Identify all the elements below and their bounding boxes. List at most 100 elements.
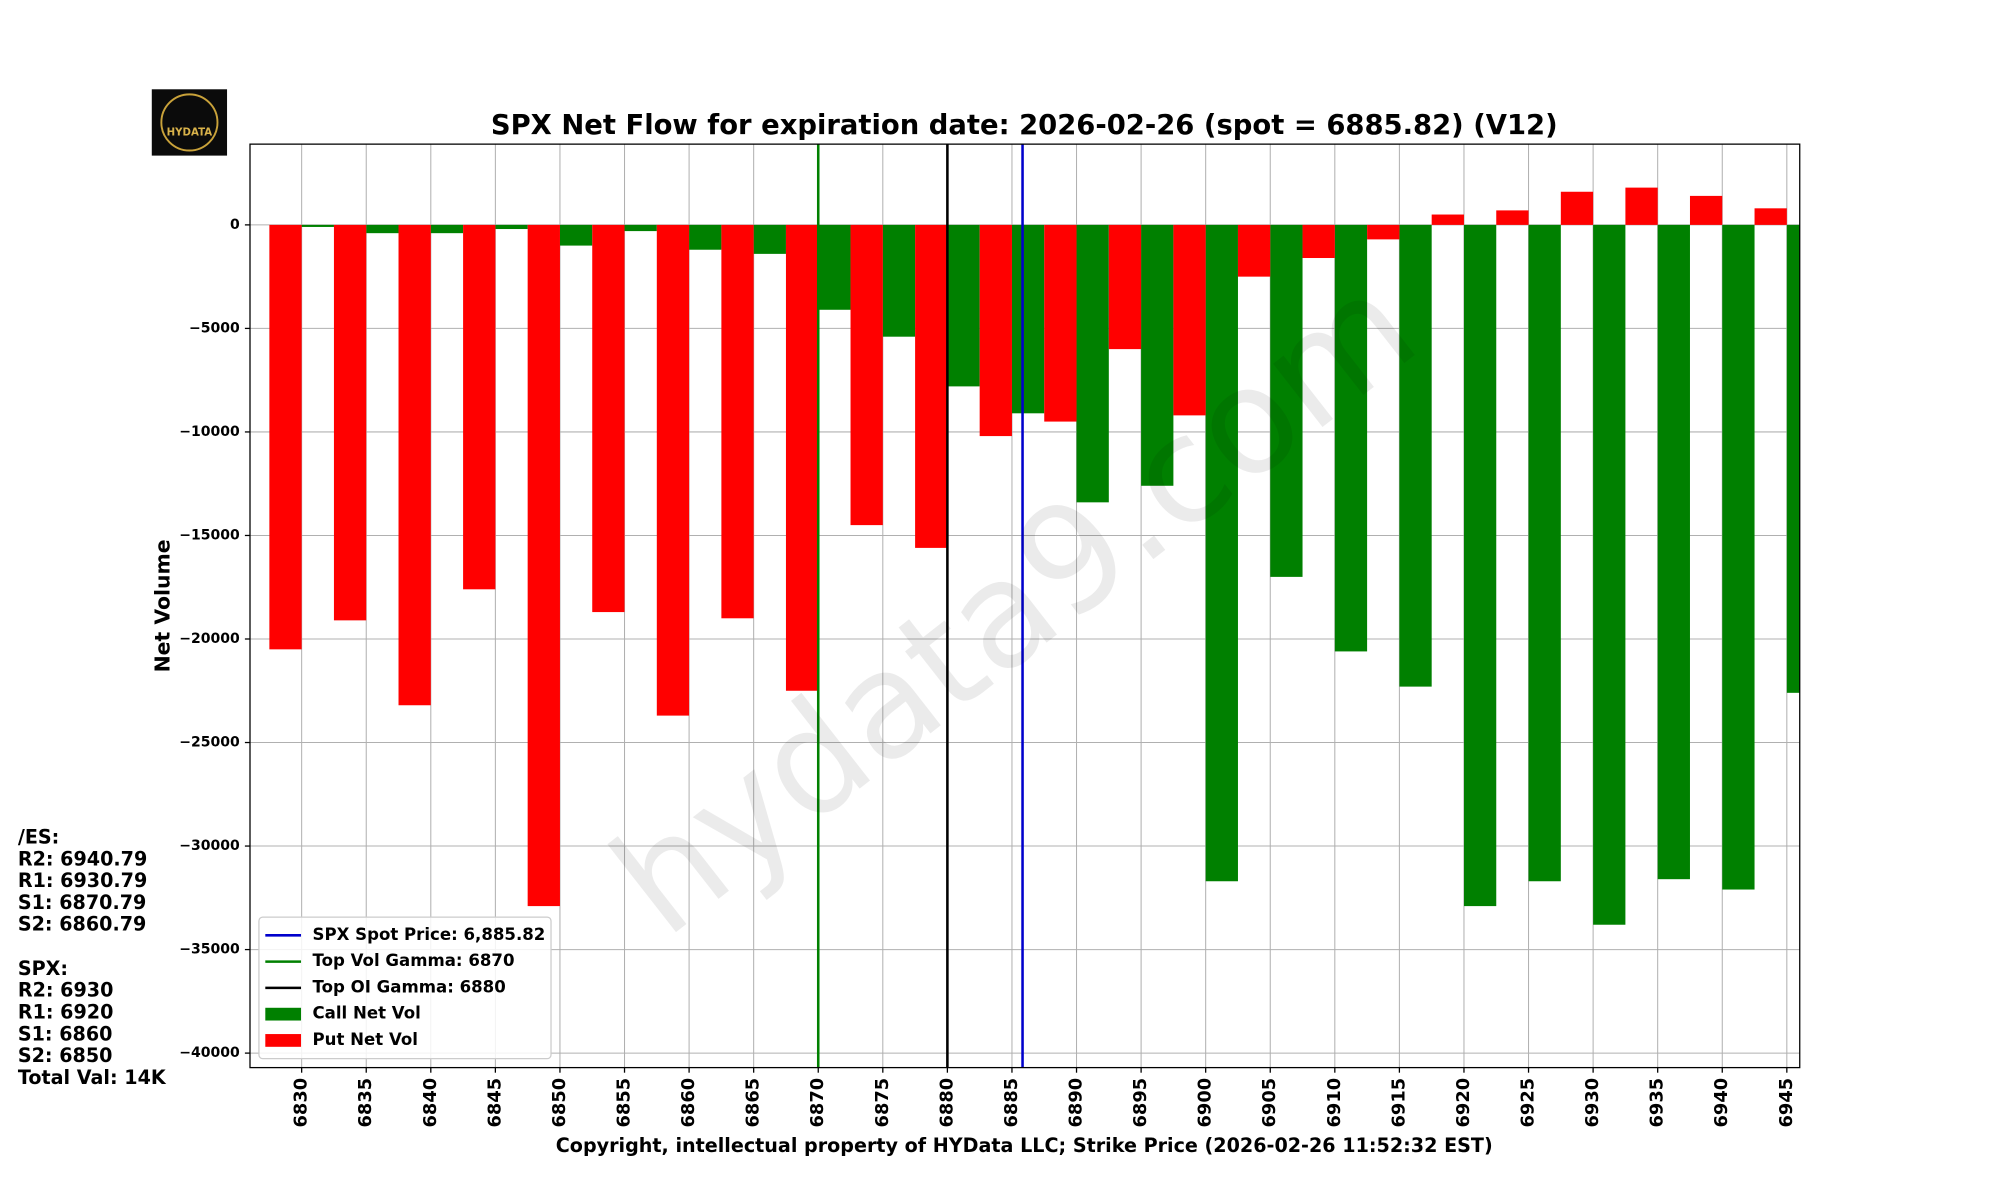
level-note: S2: 6860.79 — [18, 913, 146, 936]
bar — [463, 224, 496, 590]
y-axis-label: Net Volume — [150, 539, 174, 672]
x-tick-label: 6935 — [1647, 1078, 1668, 1128]
logo-text: HYDATA — [167, 128, 213, 139]
bar — [1044, 224, 1077, 422]
x-tick-label: 6830 — [291, 1078, 312, 1128]
y-tick-label: −20000 — [179, 631, 240, 647]
x-tick-label: 6930 — [1582, 1078, 1603, 1128]
bar — [1496, 210, 1529, 225]
level-note: Total Val: 14K — [18, 1066, 167, 1089]
bar — [1302, 224, 1335, 259]
bar — [1205, 224, 1238, 882]
x-tick-label: 6865 — [743, 1078, 764, 1128]
bar — [366, 224, 399, 234]
bar — [1722, 224, 1755, 890]
bar — [398, 224, 431, 706]
level-note: R1: 6930.79 — [18, 869, 147, 892]
bar — [1367, 224, 1400, 240]
bar — [915, 224, 948, 548]
level-note: S2: 6850 — [18, 1044, 113, 1067]
level-note: S1: 6870.79 — [18, 891, 146, 914]
bar — [1431, 214, 1464, 225]
legend: SPX Spot Price: 6,885.82 Top Vol Gamma: 6… — [258, 916, 552, 1060]
bar — [1108, 224, 1142, 350]
x-tick-label: 6870 — [807, 1078, 828, 1128]
x-tick-label: 6940 — [1711, 1078, 1732, 1128]
y-tick-label: −30000 — [179, 838, 240, 854]
bar — [656, 224, 690, 716]
bar — [1754, 208, 1787, 225]
level-note: R1: 6920 — [18, 1001, 114, 1024]
x-tick-label: 6945 — [1776, 1078, 1797, 1128]
bar — [1173, 224, 1206, 416]
bar — [1463, 224, 1497, 907]
level-note: /ES: — [18, 826, 59, 849]
bar — [495, 224, 528, 230]
y-tick-label: −15000 — [179, 527, 240, 543]
legend-label: Call Net Vol — [313, 1004, 421, 1023]
ticks: 0 −5000 −10000 −15000 −20000 −25000 −30000 −350… — [179, 217, 1797, 1128]
bar — [592, 224, 625, 613]
bar — [1593, 224, 1626, 925]
legend-label: Top Vol Gamma: 6870 — [313, 951, 515, 970]
x-tick-label: 6915 — [1388, 1078, 1409, 1128]
chart-title: SPX Net Flow for expiration date: 2026-0… — [491, 110, 1558, 141]
logo-box — [151, 89, 228, 156]
plot-frame — [249, 143, 1801, 1069]
level-note: R2: 6930 — [18, 979, 114, 1002]
bar — [979, 224, 1012, 437]
bar — [753, 224, 786, 254]
x-tick-label: 6920 — [1453, 1078, 1474, 1128]
bar — [882, 224, 916, 337]
level-note: SPX: — [18, 957, 68, 980]
y-tick-label: −10000 — [179, 424, 240, 440]
bar — [689, 224, 722, 250]
bar — [1689, 195, 1723, 225]
x-tick-label: 6900 — [1195, 1078, 1216, 1128]
bar — [559, 224, 593, 246]
bars — [269, 187, 1800, 925]
x-tick-label: 6855 — [614, 1078, 635, 1128]
y-tick-label: −25000 — [179, 735, 240, 751]
x-tick-label: 6890 — [1066, 1078, 1087, 1128]
level-note: R2: 6940.79 — [18, 847, 147, 870]
x-axis-label: Copyright, intellectual property of HYDa… — [556, 1134, 1493, 1157]
y-tick-label: 0 — [230, 217, 240, 233]
bar — [818, 224, 851, 310]
x-tick-label: 6910 — [1324, 1078, 1345, 1128]
legend-swatch — [265, 1007, 302, 1021]
bar — [1237, 224, 1271, 277]
x-tick-label: 6895 — [1130, 1078, 1151, 1128]
bar — [1270, 224, 1303, 577]
bar — [785, 224, 819, 691]
legend-swatch — [265, 1034, 302, 1047]
bar — [947, 224, 980, 387]
x-tick-label: 6925 — [1518, 1078, 1539, 1128]
bar — [1560, 191, 1594, 225]
x-tick-label: 6860 — [678, 1078, 699, 1128]
bar — [1011, 224, 1045, 414]
x-tick-label: 6880 — [936, 1078, 957, 1128]
x-tick-label: 6835 — [355, 1078, 376, 1128]
bar — [269, 224, 302, 650]
bar — [1076, 224, 1109, 503]
x-tick-label: 6840 — [420, 1078, 441, 1128]
y-tick-label: −5000 — [189, 320, 240, 336]
level-note: S1: 6860 — [18, 1022, 113, 1045]
reference-lines — [816, 144, 1024, 1068]
y-tick-label: −40000 — [179, 1045, 240, 1061]
legend-box — [258, 916, 552, 1060]
bar — [527, 224, 560, 907]
bar — [301, 224, 334, 227]
bar — [1399, 224, 1432, 687]
x-tick-label: 6845 — [484, 1078, 505, 1128]
bar — [624, 224, 657, 232]
legend-label: Top OI Gamma: 6880 — [313, 977, 506, 996]
bar — [1786, 224, 1800, 693]
bar — [333, 224, 367, 621]
bar — [721, 224, 754, 619]
bar — [1657, 224, 1690, 880]
logo: HYDATA — [151, 89, 228, 156]
